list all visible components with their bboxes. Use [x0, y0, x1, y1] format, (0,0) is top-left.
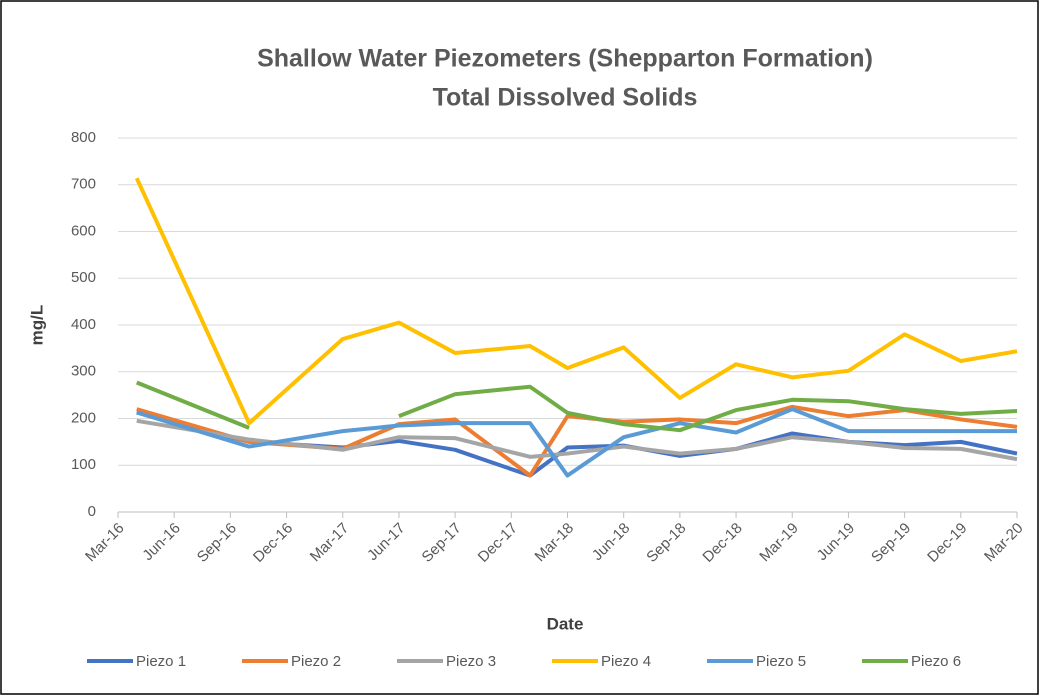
y-tick-label: 700 — [71, 176, 96, 193]
y-tick-label: 100 — [71, 456, 96, 473]
chart-subtitle: Total Dissolved Solids — [433, 84, 698, 112]
series-line — [134, 177, 1018, 426]
series-line — [136, 407, 1017, 478]
y-tick-label: 0 — [88, 503, 96, 520]
legend-label: Piezo 4 — [601, 653, 651, 670]
legend-label: Piezo 2 — [291, 653, 341, 670]
legend-label: Piezo 1 — [136, 653, 186, 670]
y-tick-label: 200 — [71, 409, 96, 426]
y-tick-label: 500 — [71, 269, 96, 286]
y-tick-label: 300 — [71, 363, 96, 380]
chart-title: Shallow Water Piezometers (Shepparton Fo… — [257, 45, 873, 73]
x-axis-label: Date — [547, 614, 584, 633]
y-tick-label: 600 — [71, 222, 96, 239]
legend-label: Piezo 3 — [446, 653, 496, 670]
series-line — [136, 404, 1018, 478]
series-line — [136, 418, 1018, 462]
y-axis-label: mg/L — [27, 305, 46, 346]
y-tick-label: 400 — [71, 316, 96, 333]
y-tick-label: 800 — [71, 129, 96, 146]
legend-label: Piezo 5 — [756, 653, 806, 670]
legend-label: Piezo 6 — [911, 653, 961, 670]
series-line — [135, 380, 1018, 433]
